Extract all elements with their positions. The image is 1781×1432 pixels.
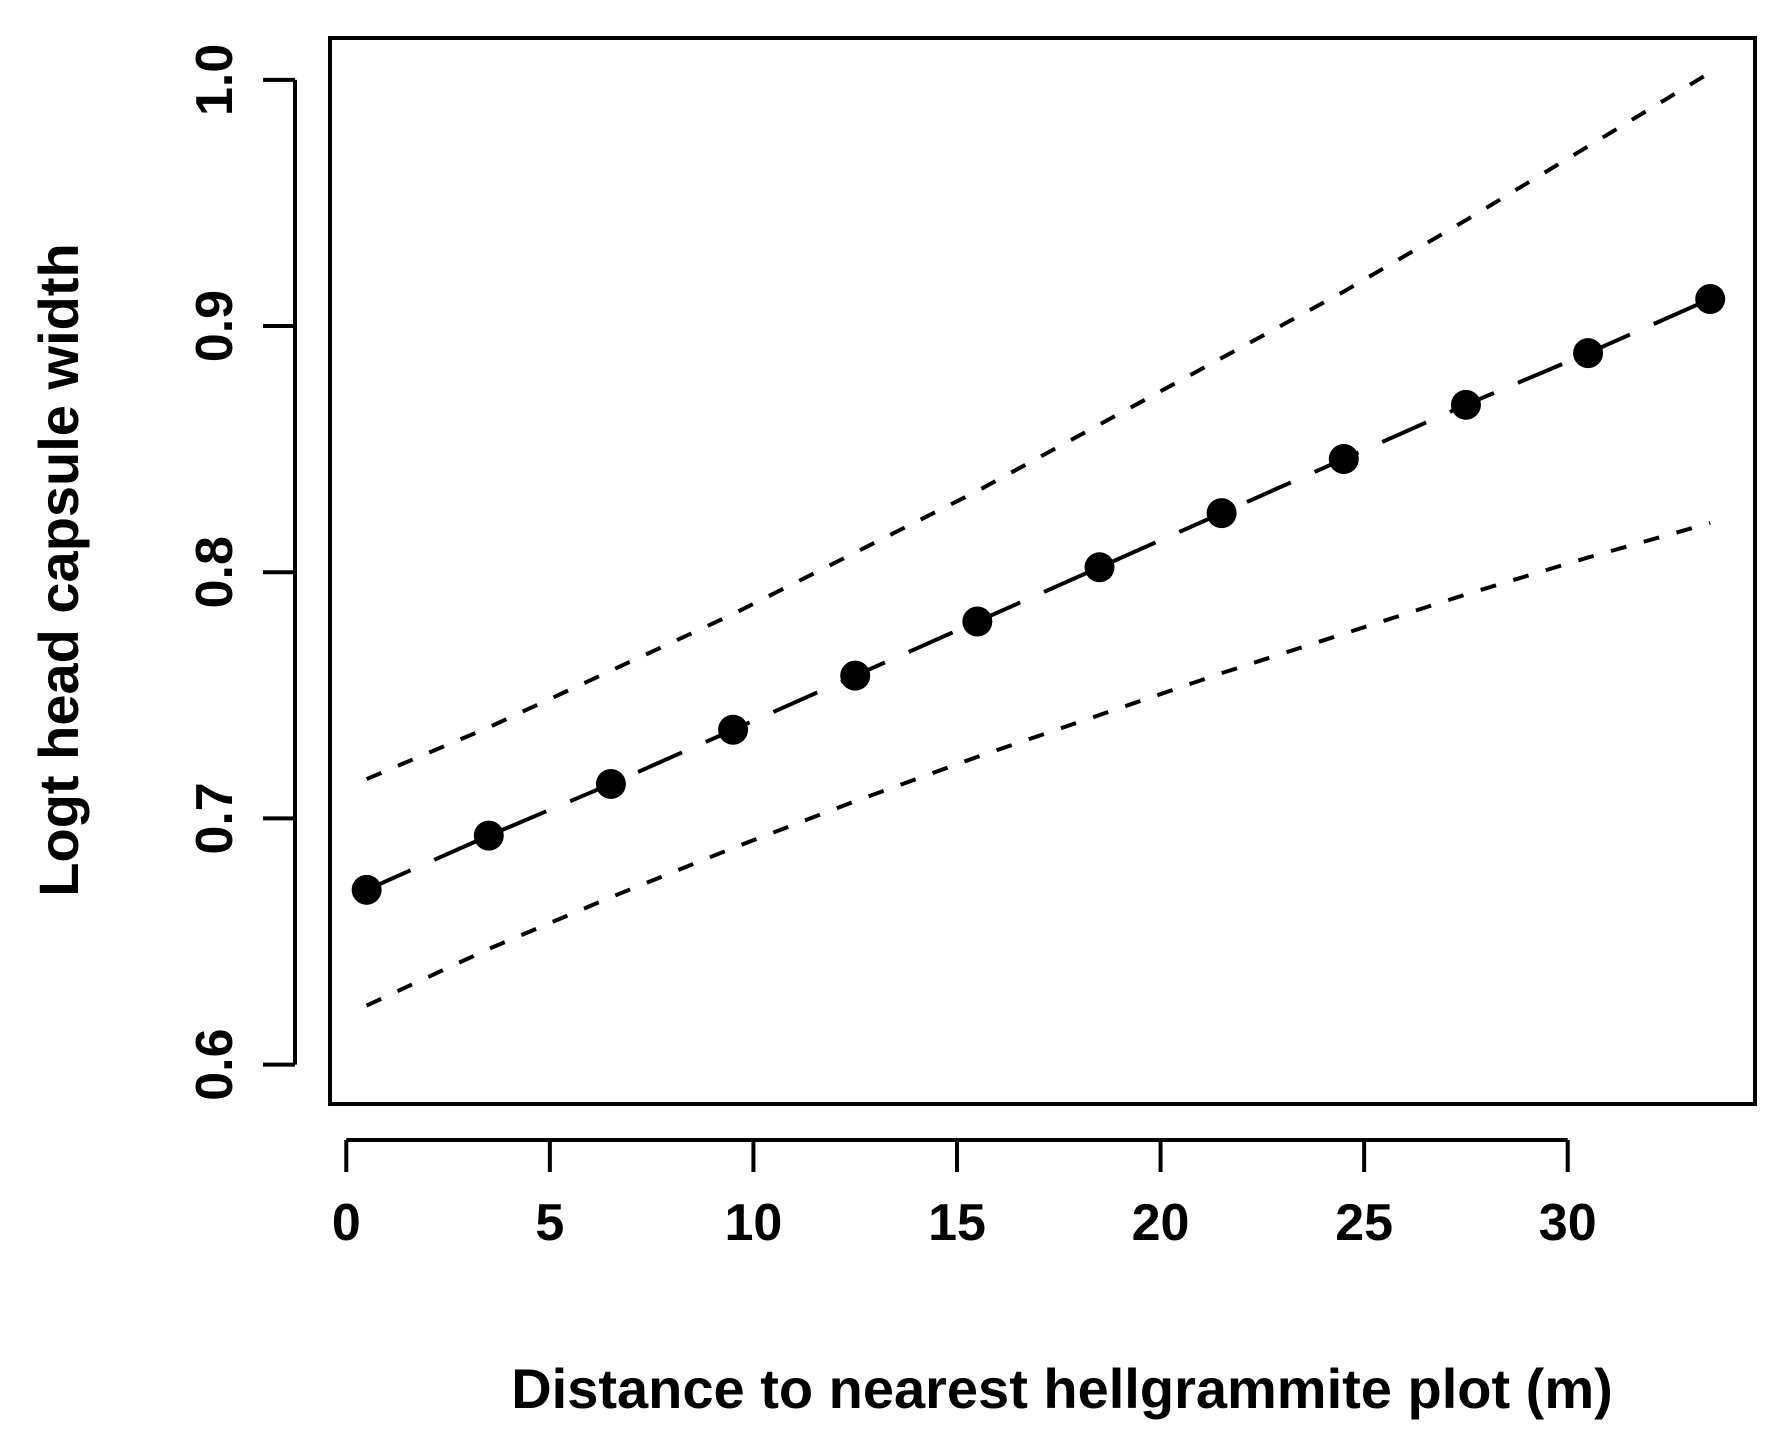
y-tick-label: 0.8 [186,536,244,608]
y-tick-label: 0.6 [186,1028,244,1100]
y-tick-label: 1.0 [186,44,244,116]
x-axis-title: Distance to nearest hellgrammite plot (m… [511,1357,1613,1420]
x-tick-label: 30 [1539,1194,1597,1252]
data-point [1573,338,1604,369]
data-point [840,660,871,691]
data-point [1206,498,1237,529]
fitted-line [365,297,1712,892]
data-point [718,714,749,745]
x-axis: 0 5 10 15 20 25 30 [332,1138,1597,1252]
x-tick-label: 0 [332,1194,361,1252]
data-point [1084,552,1115,583]
y-axis-title: Logt head capsule width [27,243,90,896]
data-point [1695,283,1726,314]
x-tick-label: 15 [928,1194,986,1252]
x-tick-label: 5 [535,1194,564,1252]
lower-bound-line [365,521,1711,1008]
data-point [1450,389,1481,420]
y-tick-label: 0.9 [186,290,244,362]
plot-frame [328,36,1757,1106]
data-point [595,768,626,799]
series-layer [351,70,1726,1008]
upper-bound-line [365,70,1712,781]
x-tick-label: 20 [1132,1194,1190,1252]
x-tick-label: 25 [1335,1194,1393,1252]
x-tick-label: 10 [725,1194,783,1252]
data-point [351,874,382,905]
y-tick-label: 0.7 [186,782,244,854]
data-point [1328,443,1359,474]
data-point [962,606,993,637]
data-point [473,820,504,851]
y-axis: 0.6 0.7 0.8 0.9 1.0 [186,44,297,1101]
